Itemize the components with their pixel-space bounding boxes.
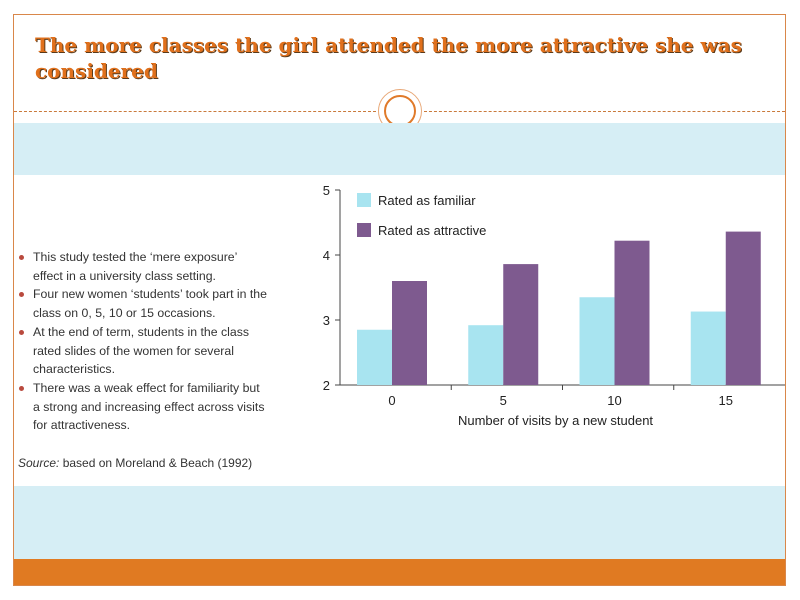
- bar-attractive: [503, 264, 539, 385]
- source-label: Source:: [18, 456, 60, 470]
- source-text: based on Moreland & Beach (1992): [62, 456, 253, 470]
- y-tick-label: 5: [323, 183, 330, 198]
- x-tick-label: 10: [607, 393, 621, 408]
- source-citation: Source: based on Moreland & Beach (1992): [18, 456, 252, 470]
- bar-familiar: [468, 325, 504, 385]
- slide-title: The more classes the girl attended the m…: [35, 33, 742, 83]
- divider-right: [424, 111, 785, 112]
- bullet-item: There was a weak effect for familiarity …: [18, 379, 268, 435]
- divider-left: [14, 111, 376, 112]
- y-tick-label: 4: [323, 248, 330, 263]
- bar-familiar: [357, 329, 392, 385]
- bar-attractive: [725, 231, 761, 385]
- bullet-list: This study tested the ‘mere exposure’ ef…: [18, 248, 268, 435]
- y-tick-label: 3: [323, 313, 330, 328]
- x-tick-label: 5: [500, 393, 507, 408]
- legend-label: Rated as familiar: [378, 193, 476, 208]
- bar-familiar: [690, 311, 726, 385]
- bar-attractive: [392, 281, 427, 385]
- y-tick-label: 2: [323, 378, 330, 393]
- bullet-item: This study tested the ‘mere exposure’ ef…: [18, 248, 268, 285]
- x-tick-label: 0: [388, 393, 395, 408]
- bar-attractive: [614, 240, 650, 385]
- top-band: [14, 123, 785, 175]
- legend-label: Rated as attractive: [378, 223, 486, 238]
- legend-swatch: [357, 223, 371, 237]
- bullet-item: At the end of term, students in the clas…: [18, 323, 268, 379]
- bullet-item: Four new women ‘students’ took part in t…: [18, 285, 268, 322]
- x-tick-label: 15: [719, 393, 733, 408]
- bar-familiar: [579, 297, 615, 385]
- bottom-band: [14, 486, 785, 559]
- footer-accent-bar: [14, 559, 785, 585]
- x-axis-label: Number of visits by a new student: [458, 413, 653, 428]
- legend-swatch: [357, 193, 371, 207]
